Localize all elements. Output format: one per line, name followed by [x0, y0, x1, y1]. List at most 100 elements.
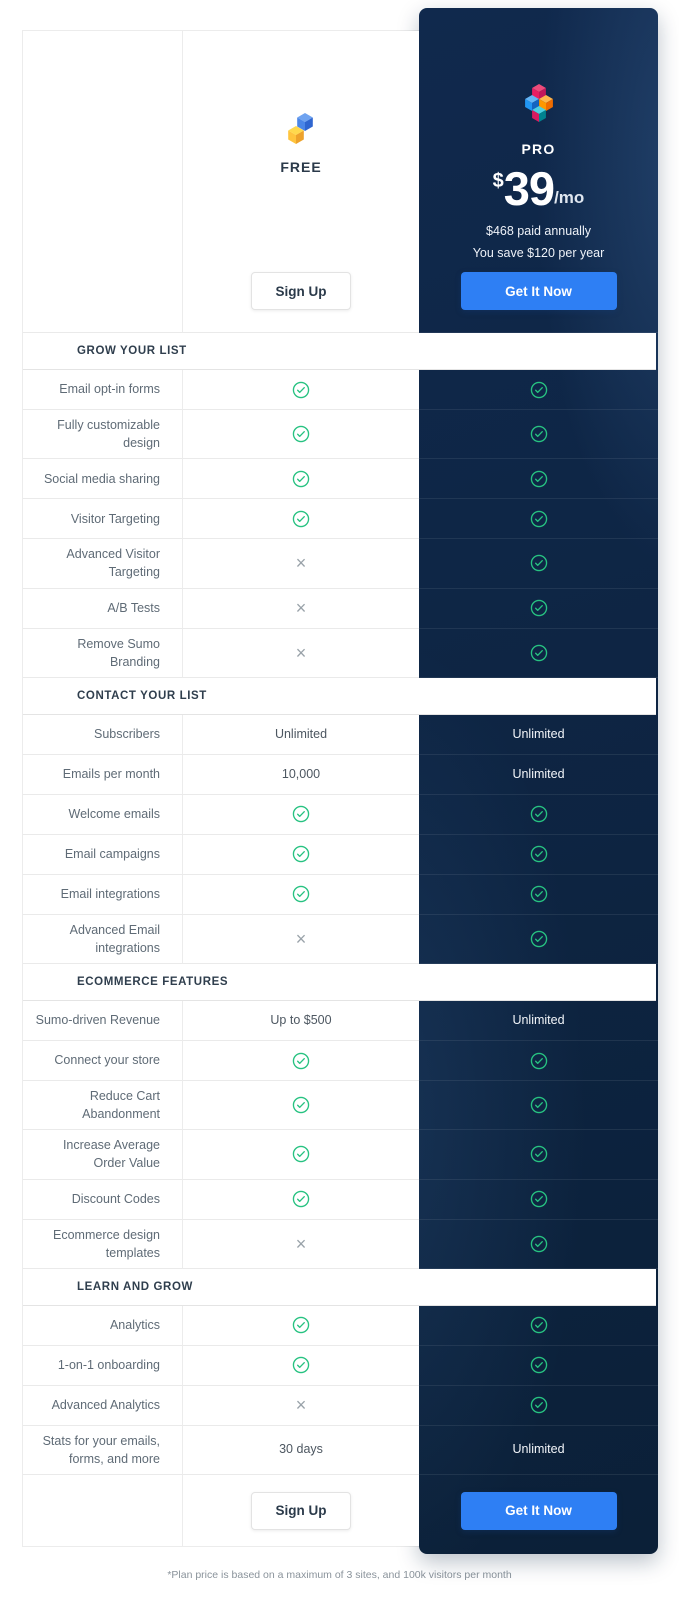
- check-icon: [530, 930, 547, 948]
- feature-label: 1-on-1 onboarding: [23, 1345, 182, 1386]
- pro-value-cell: [419, 410, 658, 460]
- footer-pro-cell: Get It Now: [419, 1475, 658, 1546]
- free-value-cell: ×: [182, 588, 419, 629]
- check-icon: [530, 1096, 547, 1114]
- cross-icon: ×: [295, 928, 307, 949]
- check-icon: [292, 1096, 310, 1114]
- pro-get-it-now-button-bottom[interactable]: Get It Now: [460, 1491, 617, 1530]
- feature-label: Connect your store: [23, 1041, 182, 1081]
- header-empty-cell: [23, 31, 182, 333]
- pro-value-cell: Unlimited: [419, 715, 658, 755]
- pro-value-cell: [419, 1130, 658, 1180]
- check-icon: [530, 1357, 547, 1374]
- section-header-row: ECOMMERCE FEATURES: [23, 964, 656, 1001]
- feature-label: Increase Average Order Value: [23, 1130, 182, 1180]
- cross-icon: ×: [295, 1233, 307, 1254]
- free-value-cell: Unlimited: [182, 714, 419, 755]
- pro-plan-header: PRO $ 39 /mo $468 paid annually You save…: [419, 31, 658, 333]
- footer-free-cell: Sign Up: [182, 1475, 419, 1546]
- feature-label: Fully customizable design: [23, 410, 182, 460]
- pro-value-cell: [419, 915, 658, 964]
- cross-icon: ×: [295, 642, 307, 663]
- free-signup-button[interactable]: Sign Up: [251, 272, 351, 310]
- feature-label: Analytics: [23, 1305, 182, 1346]
- check-icon: [530, 806, 547, 823]
- free-value-cell: [182, 1081, 419, 1131]
- pro-value-cell: [419, 370, 658, 410]
- price-amount: 39: [503, 162, 555, 215]
- pro-value-cell: Unlimited: [419, 755, 658, 795]
- value-text: Up to $500: [270, 1012, 332, 1027]
- value-text: 10,000: [281, 766, 321, 781]
- feature-label: Reduce Cart Abandonment: [23, 1081, 182, 1131]
- pro-value-cell: [419, 1041, 658, 1081]
- sumo-logo-icon: [288, 113, 313, 144]
- check-icon: [530, 1146, 547, 1163]
- check-icon: [530, 425, 547, 443]
- free-value-cell: ×: [182, 1385, 419, 1426]
- pricing-table: FREE Sign Up: [22, 8, 658, 1554]
- check-icon: [530, 1190, 547, 1208]
- free-plan-header: FREE Sign Up: [182, 31, 419, 333]
- feature-label: Subscribers: [23, 714, 182, 755]
- check-icon: [530, 886, 547, 903]
- pro-value-cell: Unlimited: [419, 1001, 658, 1041]
- free-value-cell: [182, 459, 419, 500]
- feature-label: A/B Tests: [23, 588, 182, 629]
- check-icon: [292, 381, 310, 398]
- value-text: 30 days: [279, 1442, 323, 1457]
- check-icon: [530, 381, 547, 398]
- pro-value-cell: [419, 1386, 658, 1426]
- free-value-cell: [182, 1041, 419, 1081]
- section-title: LEARN AND GROW: [77, 1280, 193, 1293]
- price-currency: $: [492, 170, 504, 192]
- table-row: Stats for your emails, forms, and more 3…: [23, 1425, 658, 1475]
- check-icon: [292, 470, 310, 487]
- table-row: Visitor Targeting: [23, 499, 658, 540]
- plan-price-footnote: *Plan price is based on a maximum of 3 s…: [167, 1569, 512, 1581]
- pro-value-cell: [419, 1081, 658, 1131]
- free-plan-name: FREE: [280, 159, 322, 175]
- feature-label: Social media sharing: [23, 459, 182, 500]
- table-row: Increase Average Order Value: [23, 1130, 658, 1180]
- free-value-cell: [182, 1179, 419, 1220]
- check-icon: [292, 886, 310, 903]
- table-row: Advanced Visitor Targeting ×: [23, 539, 658, 589]
- table-row: Advanced Analytics ×: [23, 1385, 658, 1426]
- billing-note: $468 paid annually: [486, 224, 591, 238]
- feature-label: Welcome emails: [23, 794, 182, 835]
- check-icon: [530, 555, 547, 572]
- check-icon: [292, 806, 310, 823]
- pro-value-cell: [419, 589, 658, 629]
- free-value-cell: Up to $500: [182, 1001, 419, 1041]
- value-text: Unlimited: [512, 1012, 565, 1027]
- feature-label: Emails per month: [23, 754, 182, 795]
- feature-label: Stats for your emails, forms, and more: [23, 1425, 182, 1475]
- check-icon: [292, 510, 310, 527]
- value-text: Unlimited: [512, 726, 565, 741]
- pro-value-cell: [419, 1306, 658, 1346]
- pro-value-cell: [419, 875, 658, 915]
- pro-price: $ 39 /mo: [493, 165, 585, 212]
- pro-value-cell: [419, 539, 658, 589]
- feature-label: Visitor Targeting: [23, 499, 182, 540]
- free-value-cell: ×: [182, 1219, 419, 1269]
- check-icon: [292, 1317, 310, 1334]
- feature-label: Email opt-in forms: [23, 370, 182, 410]
- table-row: Sumo-driven Revenue Up to $500 Unlimited: [23, 1001, 658, 1041]
- table-row: Ecommerce design templates ×: [23, 1219, 658, 1269]
- table-row: Reduce Cart Abandonment: [23, 1081, 658, 1131]
- free-value-cell: 10,000: [182, 754, 419, 795]
- value-text: Unlimited: [274, 726, 328, 741]
- free-signup-button-bottom[interactable]: Sign Up: [251, 1491, 351, 1530]
- table-row: Discount Codes: [23, 1179, 658, 1220]
- table-row: Remove Sumo Branding ×: [23, 628, 658, 678]
- pro-get-it-now-button[interactable]: Get It Now: [460, 272, 617, 310]
- pro-value-cell: [419, 835, 658, 875]
- footer-cta-row: Sign Up Get It Now: [23, 1475, 656, 1546]
- table-row: Social media sharing: [23, 459, 658, 500]
- free-value-cell: [182, 1345, 419, 1386]
- feature-label: Advanced Visitor Targeting: [23, 539, 182, 589]
- section-title: CONTACT YOUR LIST: [77, 689, 207, 702]
- check-icon: [530, 1317, 547, 1334]
